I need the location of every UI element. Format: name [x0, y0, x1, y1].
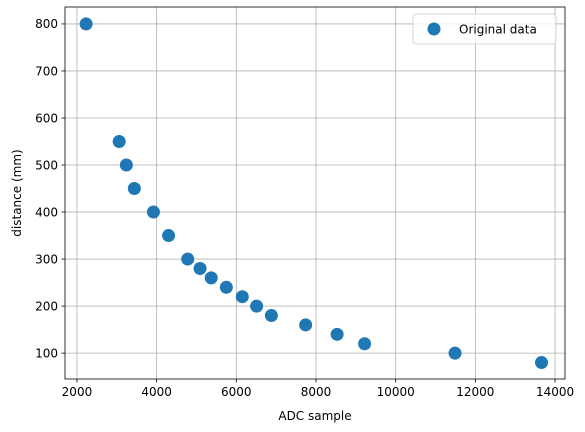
data-point: [79, 17, 93, 31]
y-tick-label: 200: [35, 299, 58, 313]
data-point: [330, 327, 344, 341]
data-point: [127, 182, 141, 196]
data-point: [448, 346, 462, 360]
x-tick-label: 6000: [221, 385, 252, 399]
x-tick-label: 4000: [141, 385, 172, 399]
x-tick-label: 10000: [377, 385, 415, 399]
x-tick-label: 8000: [301, 385, 332, 399]
data-point: [235, 290, 249, 304]
legend-label: Original data: [459, 23, 537, 37]
data-point: [204, 271, 218, 285]
x-axis-ticks: 2000 4000 6000 8000 10000 12000 14000: [62, 379, 574, 399]
y-axis-label: distance (mm): [10, 149, 24, 236]
legend: Original data: [412, 13, 557, 45]
data-point: [162, 229, 176, 243]
legend-box: [412, 13, 557, 45]
data-point: [193, 261, 207, 275]
x-tick-label: 12000: [456, 385, 494, 399]
data-point: [250, 299, 264, 313]
data-points: [79, 17, 548, 370]
y-tick-label: 100: [35, 346, 58, 360]
data-point: [219, 280, 233, 294]
data-point: [264, 309, 278, 323]
plot-frame: [64, 6, 566, 380]
legend-marker: [427, 22, 441, 36]
data-point: [181, 252, 195, 266]
plot-background: [65, 7, 565, 379]
data-point: [112, 135, 126, 149]
y-tick-label: 500: [35, 158, 58, 172]
y-tick-label: 300: [35, 252, 58, 266]
data-point: [358, 337, 372, 351]
data-point: [534, 356, 548, 370]
y-axis-ticks: 100 200 300 400 500 600 700 800: [35, 17, 65, 360]
data-point: [119, 158, 133, 172]
x-tick-label: 14000: [536, 385, 574, 399]
data-point: [146, 205, 160, 219]
x-axis-label: ADC sample: [278, 409, 351, 423]
y-tick-label: 600: [35, 111, 58, 125]
data-point: [299, 318, 313, 332]
y-tick-label: 400: [35, 205, 58, 219]
y-tick-label: 800: [35, 17, 58, 31]
x-tick-label: 2000: [62, 385, 93, 399]
y-tick-label: 700: [35, 64, 58, 78]
